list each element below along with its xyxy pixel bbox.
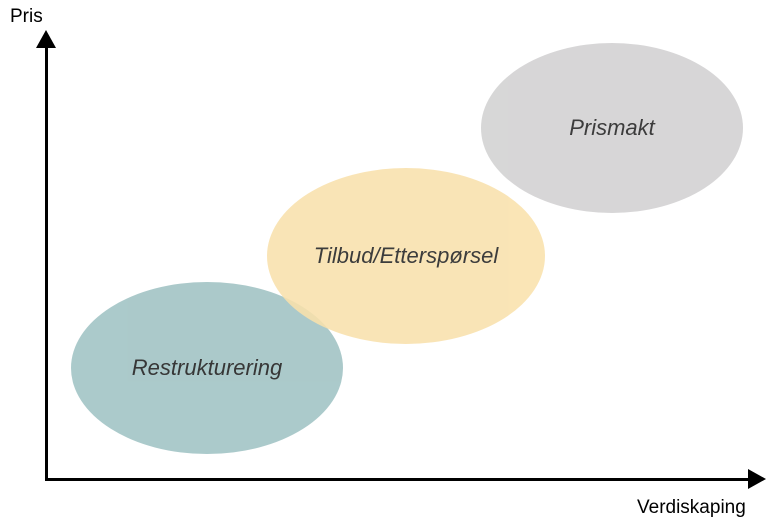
y-axis-line [45, 46, 48, 479]
x-axis-line [45, 478, 749, 481]
ellipse-label-prismakt: Prismakt [569, 115, 655, 141]
ellipse-prismakt: Prismakt [481, 43, 743, 213]
y-axis-arrowhead [36, 30, 56, 48]
x-axis-arrowhead [748, 469, 766, 489]
ellipse-label-restrukturering: Restrukturering [132, 355, 282, 381]
diagram-container: Pris Verdiskaping Prismakt Restruktureri… [0, 0, 774, 530]
ellipse-tilbud-ettersporsel: Tilbud/Etterspørsel [267, 168, 545, 344]
ellipse-label-tilbud-ettersporsel: Tilbud/Etterspørsel [314, 243, 498, 269]
x-axis-label: Verdiskaping [637, 497, 746, 519]
y-axis-label: Pris [10, 6, 43, 28]
